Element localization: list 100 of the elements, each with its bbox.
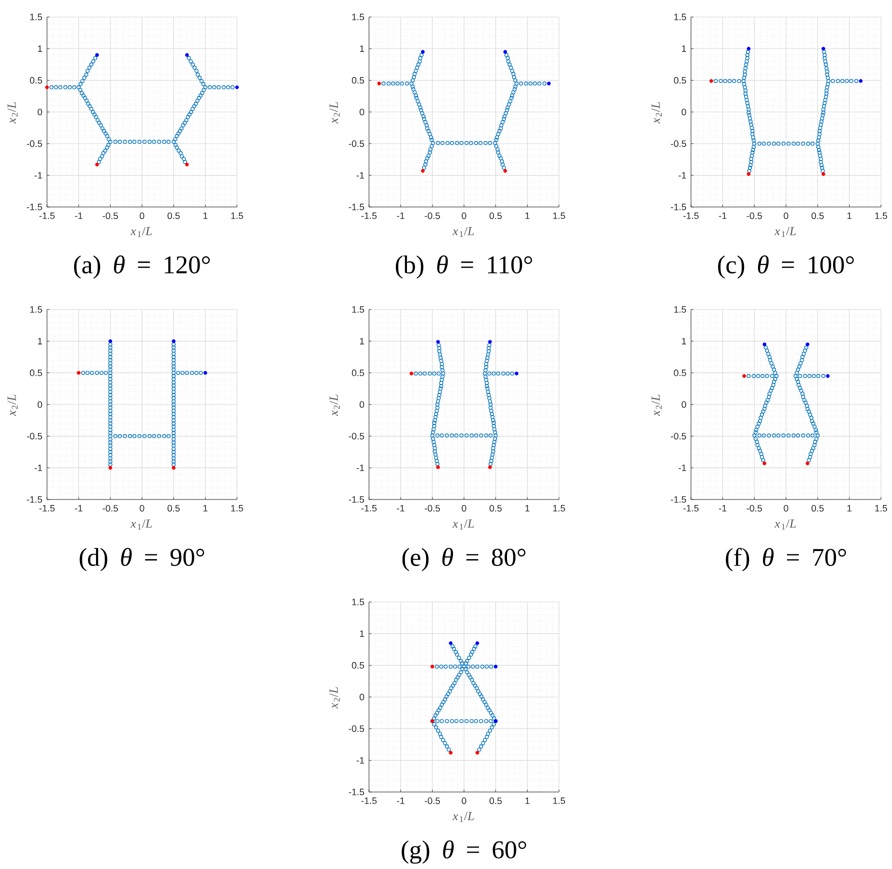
y-tick-label: -1: [678, 464, 686, 472]
y-tick-label: 0: [360, 401, 364, 408]
point: [826, 374, 830, 378]
y-tick-label: -0.5: [26, 432, 42, 440]
text: (b) θ = 110°: [396, 255, 532, 279]
y-tick-label: 0: [682, 108, 686, 116]
x-tick-label: -1: [718, 505, 726, 512]
y-tick-label: -1.5: [26, 204, 42, 210]
y-tick-label: -1.5: [348, 788, 364, 796]
x-tick-label: 1: [525, 798, 530, 804]
point: [806, 342, 810, 346]
x-tick-label: 0: [784, 505, 788, 512]
x-tick-label: 0: [140, 505, 144, 512]
x-tick-label: -0.5: [424, 212, 440, 220]
y-tick-label: 0.5: [674, 77, 686, 84]
x-tick-label: -1: [718, 212, 726, 219]
x-axis-title: x$_{1}$/L: [452, 226, 474, 237]
point: [420, 50, 425, 54]
y-tick-label: 0: [682, 401, 686, 408]
y-tick-label: 1.5: [30, 306, 42, 313]
x-axis-title: x$_{1}$/L: [452, 519, 474, 530]
y-tick-label: -1: [34, 464, 42, 472]
point: [547, 82, 551, 86]
point: [475, 750, 480, 755]
y-tick-label: 1: [360, 338, 364, 344]
point: [858, 79, 863, 83]
x-tick-label: 0.5: [168, 212, 180, 220]
y-tick-label: 1: [682, 45, 686, 52]
x-tick-label: 1.5: [553, 212, 566, 220]
x-tick-label: 1.5: [231, 505, 244, 512]
point: [45, 85, 49, 90]
y-tick-label: -1.5: [348, 496, 364, 503]
x-tick-label: 1: [525, 212, 530, 219]
x-tick-label: 0.5: [168, 505, 180, 512]
point: [709, 79, 714, 83]
point: [448, 750, 453, 755]
x-tick-label: 0.5: [812, 212, 824, 220]
text: (d) θ = 90°: [80, 548, 204, 572]
point: [203, 370, 208, 375]
y-tick-label: 1.5: [352, 598, 364, 606]
y-tick-label: -1.5: [26, 496, 42, 503]
y-tick-label: -1.5: [348, 204, 364, 210]
x-tick-label: 1.5: [553, 505, 566, 512]
point: [436, 465, 440, 470]
text: (e) θ = 80°: [402, 548, 526, 572]
y-tick-label: 0: [360, 108, 364, 116]
x-tick-label: -0.5: [102, 212, 118, 220]
y-tick-label: 1: [38, 338, 42, 344]
x-tick-label: -1: [74, 212, 82, 219]
point: [95, 162, 99, 166]
point: [172, 466, 176, 470]
y-tick-label: -1.5: [670, 496, 686, 503]
x-tick-label: 1: [203, 212, 208, 219]
y-tick-label: 1.5: [352, 306, 364, 313]
x-tick-label: 1: [525, 505, 530, 512]
y-tick-label: 1: [360, 45, 364, 52]
point: [488, 340, 492, 344]
y-tick-label: 0.5: [352, 77, 364, 84]
x-tick-label: 0: [462, 505, 466, 512]
y-tick-label: 1.5: [674, 306, 686, 313]
x-tick-label: 0.5: [490, 505, 502, 512]
y-tick-label: 1: [682, 338, 686, 344]
y-tick-label: 0.5: [30, 77, 42, 84]
x-tick-label: -1: [396, 798, 404, 804]
x-tick-label: 0: [784, 212, 788, 220]
y-tick-label: 1.5: [352, 14, 364, 20]
y-tick-label: -0.5: [26, 140, 42, 147]
point: [235, 85, 239, 90]
x-tick-label: 0: [462, 212, 466, 220]
x-tick-label: 1.5: [875, 505, 888, 512]
x-tick-label: -1: [396, 212, 404, 219]
x-tick-label: -0.5: [746, 212, 762, 220]
y-tick-label: 1.5: [674, 14, 686, 20]
y-tick-label: -1: [356, 172, 364, 179]
y-tick-label: -1: [678, 172, 686, 179]
x-tick-label: -0.5: [746, 505, 762, 512]
y-tick-label: -0.5: [670, 432, 686, 440]
x-tick-label: 0: [140, 212, 144, 220]
x-axis-title: x$_{1}$/L: [452, 812, 474, 822]
text: (c) θ = 100°: [718, 255, 854, 279]
y-tick-label: 0.5: [352, 370, 364, 376]
point: [410, 372, 414, 376]
y-tick-label: -0.5: [348, 432, 364, 440]
x-tick-label: 1: [847, 505, 852, 512]
point: [806, 462, 810, 466]
x-tick-label: -0.5: [102, 505, 118, 512]
point: [822, 46, 826, 51]
point: [430, 664, 434, 668]
point: [514, 372, 518, 376]
y-tick-label: -1: [34, 172, 42, 179]
y-tick-label: 1: [38, 45, 42, 52]
point: [746, 46, 750, 51]
x-tick-label: -0.5: [424, 505, 440, 512]
x-axis-title: x$_{1}$/L: [130, 519, 152, 530]
point: [503, 169, 508, 173]
text: (a) θ = 120°: [74, 255, 210, 279]
x-tick-label: -1: [396, 505, 404, 512]
point: [742, 374, 746, 378]
y-tick-label: 1.5: [30, 14, 42, 20]
text: (f) θ = 70°: [726, 548, 846, 572]
